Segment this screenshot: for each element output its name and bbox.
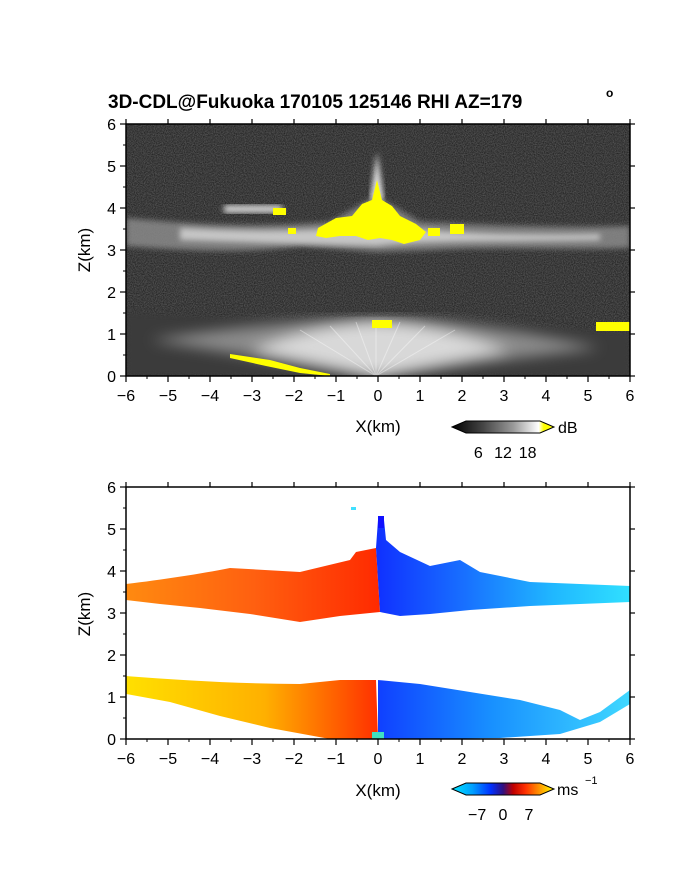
velocity-image bbox=[126, 487, 630, 739]
backscatter-y-tick-label: 6 bbox=[107, 117, 116, 134]
backscatter-x-tick-label: −1 bbox=[327, 388, 345, 405]
backscatter-y-tick-label: 2 bbox=[107, 285, 116, 302]
backscatter-x-tick-label: 0 bbox=[374, 388, 383, 405]
strong-echo-regions bbox=[230, 180, 630, 376]
velocity-x-tick-label: 0 bbox=[374, 751, 383, 768]
velocity-x-tick-label: 6 bbox=[626, 751, 635, 768]
backscatter-x-tick-label: 5 bbox=[584, 388, 593, 405]
velocity-axes: −6 −5 −4 −3 −2 −1 0 1 2 3 4 5 6 0 1 2 3 4 5 6 bbox=[107, 480, 635, 768]
velocity-y-tick-label: 2 bbox=[107, 648, 116, 665]
velocity-x-tick-label: 3 bbox=[500, 751, 509, 768]
velocity-x-tick-label: 2 bbox=[458, 751, 467, 768]
velocity-x-tick-label: −3 bbox=[243, 751, 261, 768]
backscatter-image bbox=[126, 124, 630, 376]
velocity-y-tick-label: 6 bbox=[107, 480, 116, 497]
backscatter-colorbar-tick-label: 12 bbox=[494, 445, 512, 462]
velocity-x-tick-label: 5 bbox=[584, 751, 593, 768]
velocity-colorbar-tick-label: 0 bbox=[499, 807, 508, 824]
backscatter-x-tick-label: −5 bbox=[159, 388, 177, 405]
backscatter-colorbar-unit: dB bbox=[558, 420, 578, 437]
velocity-y-tick-label: 3 bbox=[107, 606, 116, 623]
backscatter-x-tick-label: −2 bbox=[285, 388, 303, 405]
velocity-colorbar: ms −1 −7 0 7 bbox=[450, 775, 598, 824]
backscatter-axes: −6 −5 −4 −3 −2 −1 0 1 2 3 4 5 6 0 1 2 3 4 5 6 bbox=[107, 117, 635, 405]
velocity-panel: −6 −5 −4 −3 −2 −1 0 1 2 3 4 5 6 0 1 2 3 4 5 6 X(km) Z(km) m… bbox=[75, 480, 635, 824]
backscatter-y-axis-label: Z(km) bbox=[75, 228, 94, 272]
velocity-colorbar-ticks: −7 0 7 bbox=[468, 807, 533, 824]
backscatter-colorbar-tick-label: 6 bbox=[474, 445, 483, 462]
backscatter-y-tick-label: 3 bbox=[107, 243, 116, 260]
velocity-x-tick-label: 4 bbox=[542, 751, 551, 768]
velocity-colorbar-unit-exponent: −1 bbox=[585, 775, 598, 787]
backscatter-x-axis-label: X(km) bbox=[355, 417, 400, 436]
backscatter-x-tick-label: 4 bbox=[542, 388, 551, 405]
backscatter-y-tick-label: 4 bbox=[107, 201, 116, 218]
backscatter-y-tick-label: 1 bbox=[107, 327, 116, 344]
velocity-y-tick-label: 5 bbox=[107, 522, 116, 539]
backscatter-colorbar-tick-label: 18 bbox=[519, 445, 537, 462]
backscatter-x-tick-label: −4 bbox=[201, 388, 219, 405]
figure-title: 3D-CDL@Fukuoka 170105 125146 RHI AZ=179 … bbox=[108, 86, 613, 113]
velocity-x-tick-label: −1 bbox=[327, 751, 345, 768]
velocity-colorbar-unit: ms bbox=[557, 782, 578, 799]
velocity-x-tick-label: 1 bbox=[416, 751, 425, 768]
title-text: 3D-CDL@Fukuoka 170105 125146 RHI AZ=179 bbox=[108, 92, 522, 113]
velocity-y-tick-label: 0 bbox=[107, 732, 116, 749]
velocity-colorbar-tick-label: 7 bbox=[524, 807, 533, 824]
backscatter-colorbar: dB 6 12 18 bbox=[450, 420, 578, 462]
velocity-x-tick-label: −2 bbox=[285, 751, 303, 768]
backscatter-y-tick-label: 0 bbox=[107, 369, 116, 386]
backscatter-x-tick-label: 3 bbox=[500, 388, 509, 405]
backscatter-x-tick-label: −6 bbox=[117, 388, 135, 405]
backscatter-x-tick-label: −3 bbox=[243, 388, 261, 405]
backscatter-colorbar-ticks: 6 12 18 bbox=[474, 445, 537, 462]
velocity-x-tick-label: −5 bbox=[159, 751, 177, 768]
velocity-colorbar-tick-label: −7 bbox=[468, 807, 486, 824]
backscatter-x-tick-label: 1 bbox=[416, 388, 425, 405]
velocity-y-axis-label: Z(km) bbox=[75, 592, 94, 636]
backscatter-x-tick-label: 2 bbox=[458, 388, 467, 405]
velocity-x-tick-label: −4 bbox=[201, 751, 219, 768]
velocity-x-tick-label: −6 bbox=[117, 751, 135, 768]
velocity-y-tick-label: 4 bbox=[107, 564, 116, 581]
backscatter-y-tick-label: 5 bbox=[107, 159, 116, 176]
velocity-x-axis-label: X(km) bbox=[355, 781, 400, 800]
backscatter-x-tick-label: 6 bbox=[626, 388, 635, 405]
velocity-y-tick-label: 1 bbox=[107, 690, 116, 707]
title-degree-sign: o bbox=[606, 86, 613, 100]
